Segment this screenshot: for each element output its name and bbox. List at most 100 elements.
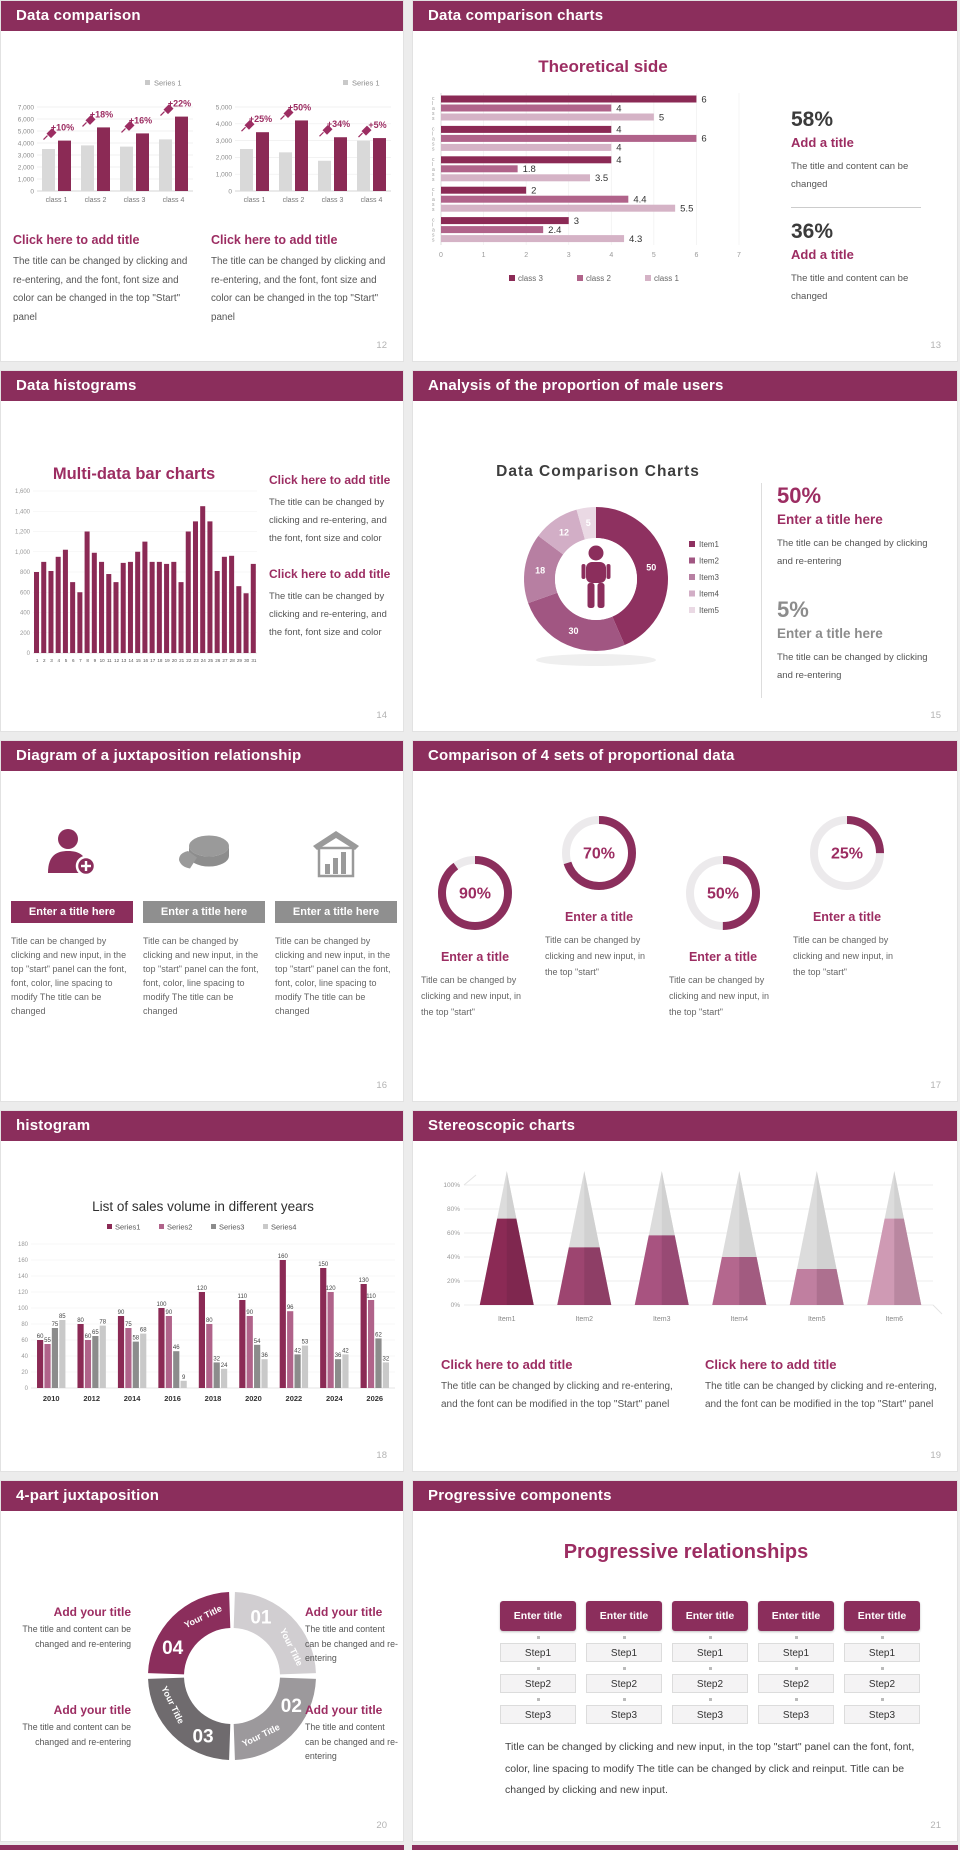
donut-chart: 50 30 18 12 5 Item1 Item2 Item3 Item4 Item5 [524, 507, 720, 666]
callout-body: The title and content can be changed and… [305, 1722, 398, 1761]
step-item[interactable]: Step1 [758, 1643, 834, 1662]
svg-text:30: 30 [244, 658, 250, 663]
stat-title: Add a title [791, 135, 854, 150]
callout-title: Add your title [305, 1703, 383, 1717]
dot-separator [708, 1698, 712, 1701]
step-item[interactable]: Step2 [844, 1674, 920, 1693]
slide-header: histogram [1, 1111, 403, 1141]
stat-value: 50% [777, 483, 822, 508]
callout: Add your title The title and content can… [9, 1703, 131, 1749]
enter-title-button[interactable]: Enter title [758, 1601, 834, 1631]
slide-progressive-components[interactable]: Progressive components Progressive relat… [412, 1480, 958, 1842]
step-item[interactable]: Step1 [672, 1643, 748, 1662]
svg-text:16: 16 [143, 658, 149, 663]
svg-text:28: 28 [230, 658, 236, 663]
enter-title-button[interactable]: Enter title [844, 1601, 920, 1631]
progress-ring: 70% [562, 816, 636, 890]
svg-text:21: 21 [179, 658, 185, 663]
svg-text:60: 60 [85, 1334, 92, 1340]
svg-text:Item6: Item6 [885, 1316, 903, 1323]
svg-text:3,000: 3,000 [216, 138, 233, 145]
svg-text:4: 4 [616, 125, 621, 136]
svg-text:2018: 2018 [205, 1394, 222, 1403]
svg-text:6: 6 [701, 94, 706, 105]
block-body: The title can be changed by clicking and… [211, 256, 386, 323]
svg-text:31: 31 [251, 658, 257, 663]
enter-title-button[interactable]: Enter title [586, 1601, 662, 1631]
svg-text:Series4: Series4 [271, 1223, 296, 1232]
chart-title: Multi-data bar charts [52, 465, 216, 483]
grouped-bar-chart: Series1 Series2 Series3 Series4 0 20 40 60 80 100… [18, 1223, 395, 1403]
page-number: 18 [376, 1450, 387, 1461]
svg-text:120: 120 [197, 1286, 208, 1292]
step-item[interactable]: Step1 [500, 1643, 576, 1662]
svg-text:class: class [432, 218, 435, 244]
svg-text:2,000: 2,000 [216, 155, 233, 162]
step-item[interactable]: Step3 [844, 1705, 920, 1724]
slide-data-comparison-charts[interactable]: Data comparison charts Theoretical side … [412, 0, 958, 362]
progress-ring-group: 70% Enter a title Title can be changed b… [541, 813, 657, 981]
block-body: The title can be changed by clicking and… [269, 496, 387, 543]
block-title: Click here to add title [269, 473, 391, 487]
svg-text:4,000: 4,000 [18, 140, 35, 147]
svg-text:90: 90 [246, 1310, 253, 1316]
slide-male-users-proportion[interactable]: Analysis of the proportion of male users… [412, 370, 958, 732]
svg-text:2012: 2012 [83, 1394, 100, 1403]
slide-header: Data comparison charts [413, 1, 957, 31]
callout: Add your title The title and content can… [305, 1703, 400, 1764]
svg-text:85: 85 [59, 1314, 66, 1320]
slide-title: Progressive relationships [563, 1541, 809, 1563]
enter-title-button[interactable]: Enter title [672, 1601, 748, 1631]
svg-text:90: 90 [166, 1310, 173, 1316]
stat-title: Enter a title here [777, 512, 883, 527]
slide-data-comparison[interactable]: Data comparison Series 1 0 1,000 2,000 3,000… [0, 0, 404, 362]
slide-data-histograms[interactable]: Data histograms Multi-data bar charts 0 2… [0, 370, 404, 732]
callout-title: Add your title [53, 1703, 131, 1717]
step-item[interactable]: Step2 [500, 1674, 576, 1693]
dot-separator [880, 1698, 884, 1701]
svg-text:160: 160 [18, 1258, 29, 1264]
dot-separator [708, 1667, 712, 1670]
slide-4-part-juxtaposition[interactable]: 4-part juxtaposition 01 Your Title 02 Your … [0, 1480, 404, 1842]
stat-value: 36% [791, 220, 834, 243]
step-item[interactable]: Step3 [586, 1705, 662, 1724]
svg-text:120: 120 [18, 1290, 29, 1296]
svg-text:2014: 2014 [124, 1394, 142, 1403]
step-item[interactable]: Step3 [672, 1705, 748, 1724]
step-item[interactable]: Step3 [758, 1705, 834, 1724]
slide-stereoscopic-charts[interactable]: Stereoscopic charts 0% 20% 40% 60% 80% 100% It… [412, 1110, 958, 1472]
divider [761, 483, 762, 698]
step-item[interactable]: Step3 [500, 1705, 576, 1724]
svg-text:54: 54 [254, 1339, 261, 1345]
page-number: 17 [930, 1080, 941, 1091]
step-item[interactable]: Step1 [586, 1643, 662, 1662]
svg-text:68: 68 [140, 1328, 147, 1334]
svg-text:class 2: class 2 [283, 197, 305, 204]
slide-histogram[interactable]: histogram List of sales volume in differ… [0, 1110, 404, 1472]
svg-text:class 1: class 1 [654, 274, 679, 283]
svg-text:10: 10 [100, 658, 106, 663]
slide-proportional-data[interactable]: Comparison of 4 sets of proportional dat… [412, 740, 958, 1102]
enter-title-button[interactable]: Enter title [500, 1601, 576, 1631]
svg-text:24: 24 [201, 658, 207, 663]
svg-text:+50%: +50% [288, 102, 311, 112]
block-body: The title can be changed by clicking and… [13, 256, 188, 323]
stat-block: 5% Enter a title here The title can be c… [777, 599, 945, 685]
slide-juxtaposition-diagram[interactable]: Diagram of a juxtaposition relationship … [0, 740, 404, 1102]
svg-text:3: 3 [574, 216, 579, 227]
step-item[interactable]: Step2 [758, 1674, 834, 1693]
step-item[interactable]: Step2 [586, 1674, 662, 1693]
svg-text:42: 42 [294, 1348, 301, 1354]
svg-text:32: 32 [213, 1356, 220, 1362]
step-item[interactable]: Step1 [844, 1643, 920, 1662]
horizontal-bar-chart: 0 1 2 3 4 5 6 7 c l a s s 6 4 5 c l a s s 4 6 4 c l a s s 4 1.8 3.5 c l a s… [432, 93, 741, 283]
svg-text:2.4: 2.4 [548, 225, 561, 236]
svg-text:11: 11 [107, 658, 112, 663]
svg-text:13: 13 [121, 658, 127, 663]
juxtaposition-item: Enter a title here Title can be changed … [275, 826, 397, 1019]
svg-text:24: 24 [221, 1363, 228, 1369]
divider [791, 207, 921, 208]
svg-text:96: 96 [287, 1305, 294, 1311]
step-item[interactable]: Step2 [672, 1674, 748, 1693]
progressive-column: Enter title Step1 Step2 Step3 [844, 1601, 920, 1724]
